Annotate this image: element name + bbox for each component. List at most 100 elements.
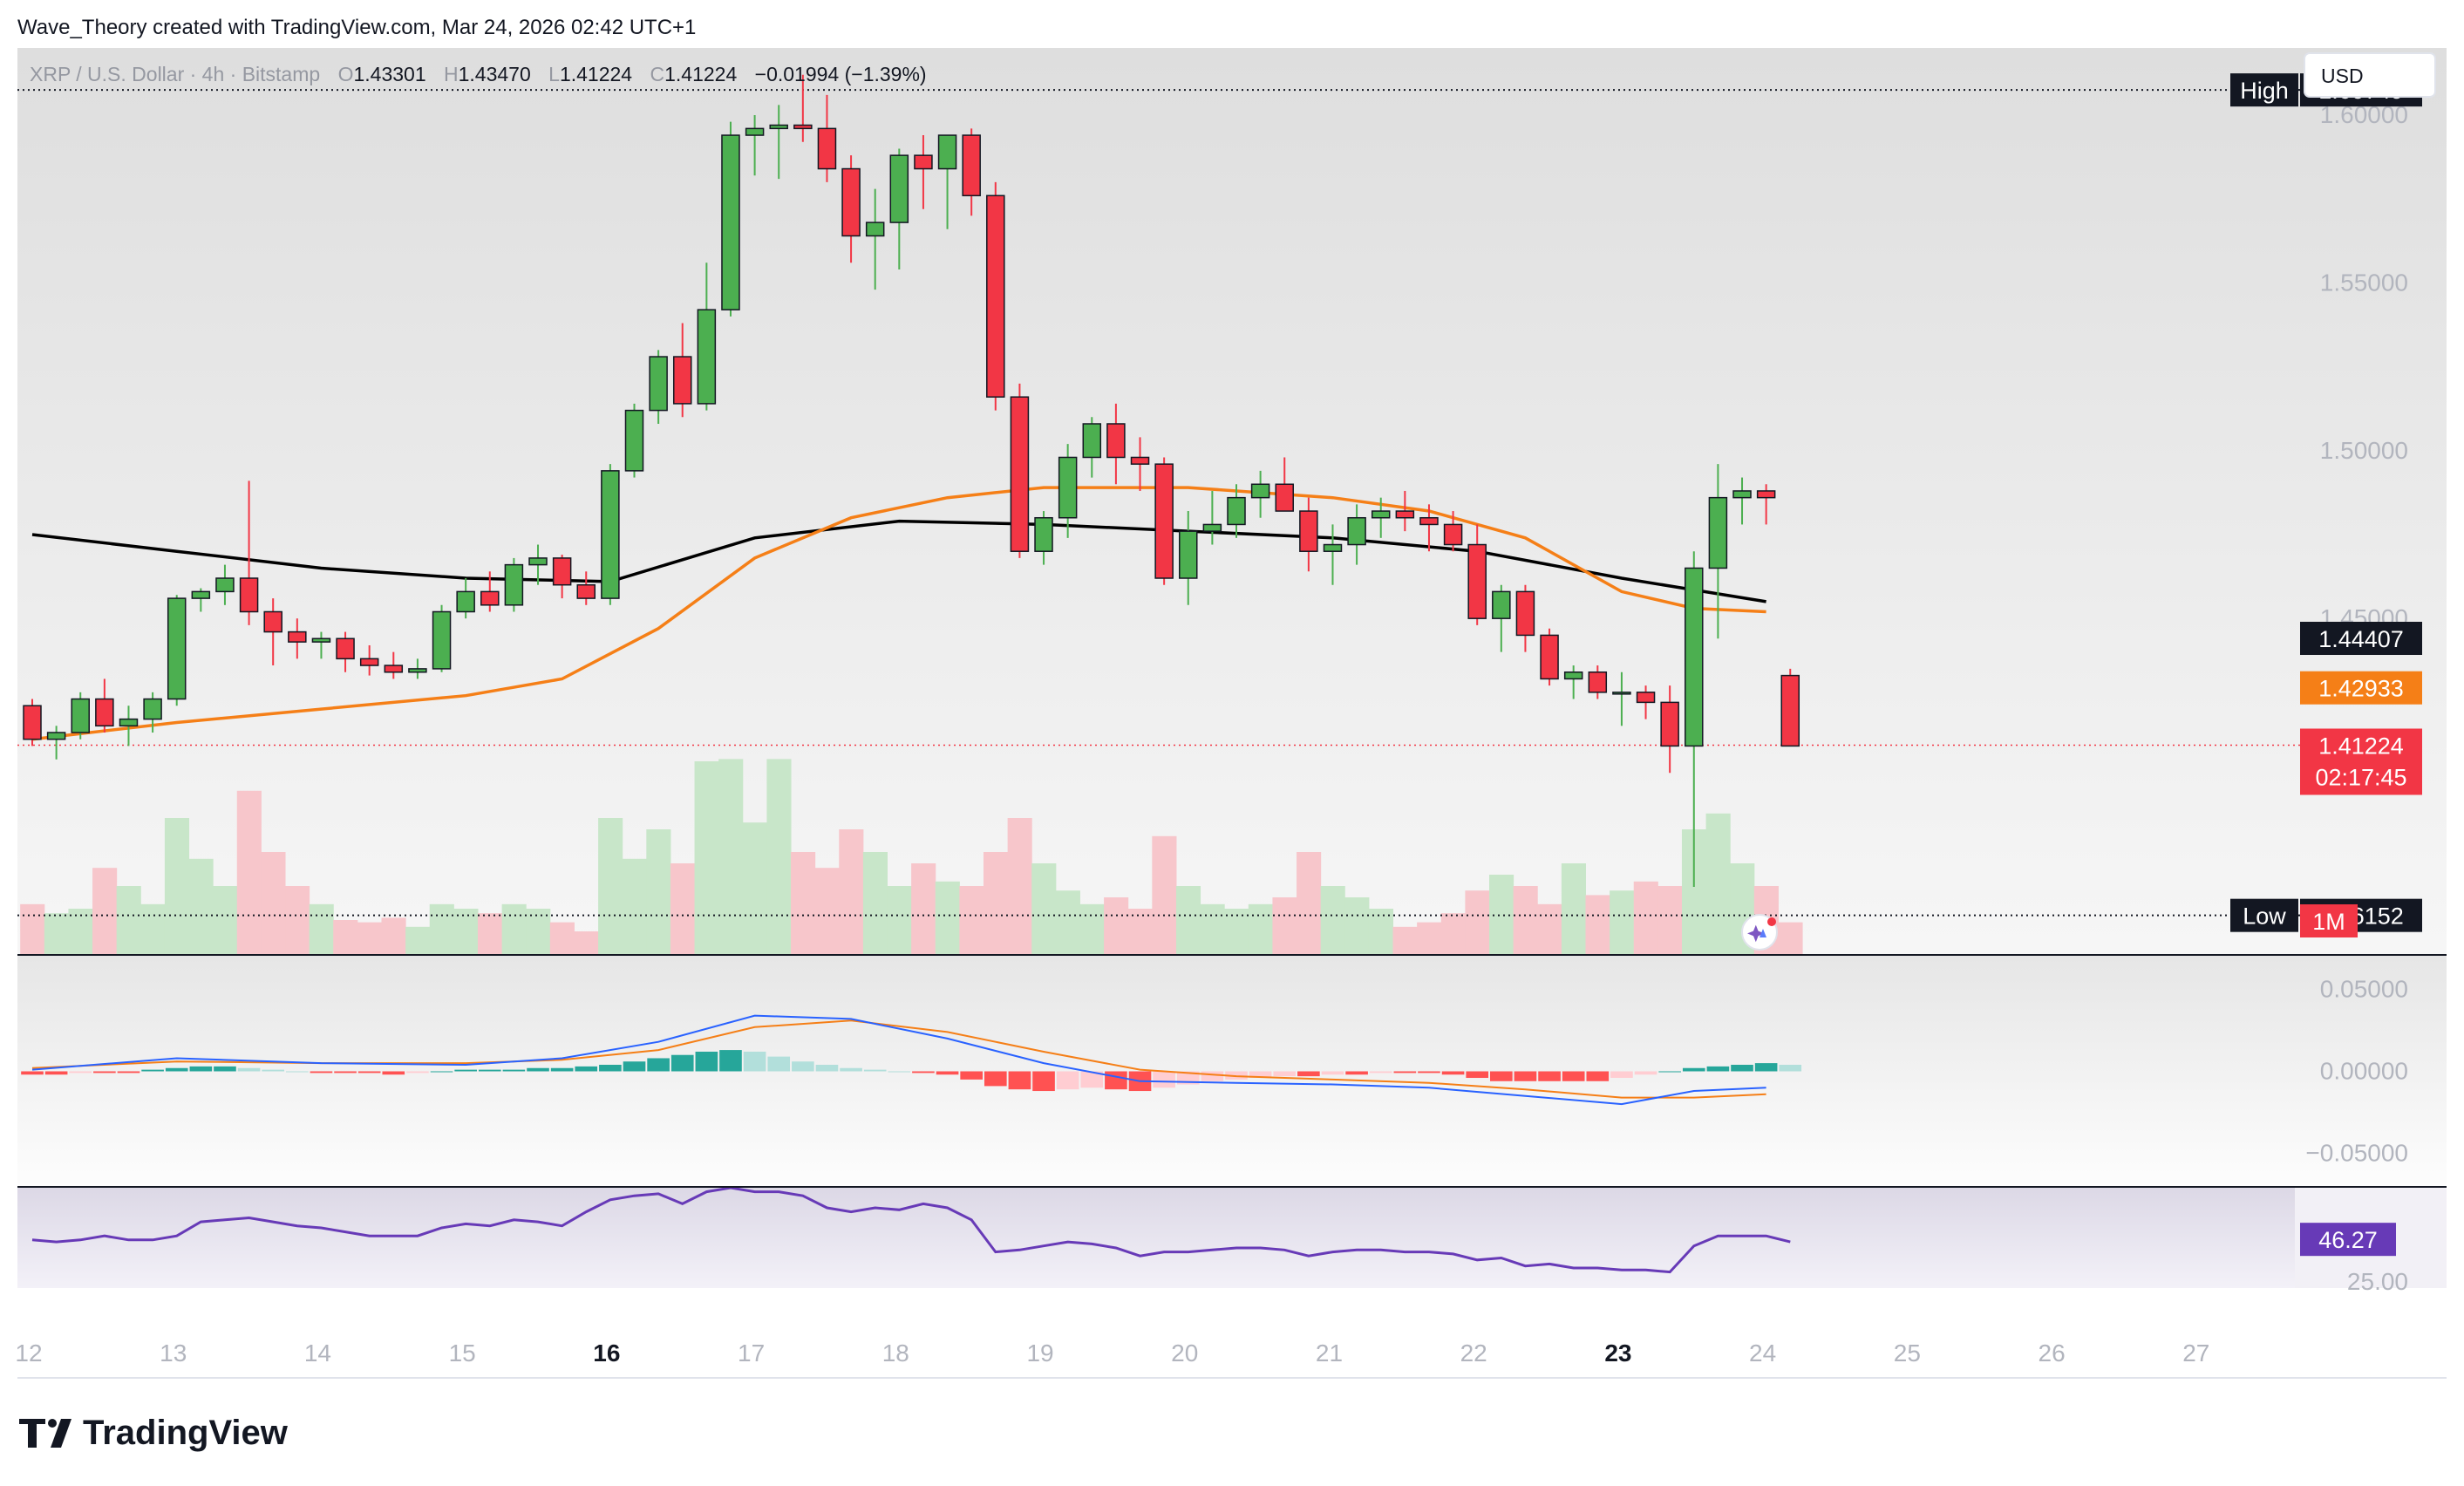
tradingview-logo-icon[interactable]: TradingView: [19, 1414, 289, 1452]
candle[interactable]: [1708, 464, 1728, 639]
candle[interactable]: [1179, 511, 1198, 605]
time-tick-label: 18: [882, 1339, 909, 1367]
candle[interactable]: [1515, 584, 1535, 652]
candle[interactable]: [1612, 671, 1631, 726]
candle[interactable]: [359, 644, 379, 676]
candle[interactable]: [336, 631, 355, 672]
candle[interactable]: [239, 481, 259, 625]
candle-body: [288, 631, 307, 643]
candle[interactable]: [745, 114, 765, 176]
candle[interactable]: [697, 262, 717, 411]
candle-body: [191, 590, 211, 599]
candle[interactable]: [1780, 668, 1800, 747]
candle[interactable]: [1419, 504, 1439, 552]
candle-body: [23, 705, 42, 740]
candle[interactable]: [288, 618, 307, 659]
candle-body: [1660, 701, 1679, 747]
candle[interactable]: [528, 544, 548, 585]
candle[interactable]: [1588, 665, 1608, 699]
candle[interactable]: [1660, 685, 1679, 774]
candle[interactable]: [769, 105, 788, 180]
candlesticks[interactable]: [23, 74, 1800, 888]
candle[interactable]: [841, 155, 861, 263]
candle[interactable]: [1154, 457, 1174, 585]
candle[interactable]: [311, 631, 331, 659]
candle[interactable]: [1010, 383, 1030, 558]
candle[interactable]: [1540, 628, 1559, 686]
candle[interactable]: [672, 323, 692, 418]
candle[interactable]: [1732, 477, 1752, 525]
volume-bar: [935, 881, 960, 954]
macd-histogram-bar: [406, 1071, 429, 1074]
candle-body: [1419, 516, 1439, 526]
candle-body: [95, 698, 114, 727]
candle[interactable]: [167, 595, 187, 706]
candle[interactable]: [1082, 417, 1102, 478]
volume-bar: [839, 829, 864, 954]
candle[interactable]: [1130, 437, 1150, 491]
candle[interactable]: [95, 678, 114, 733]
candle[interactable]: [456, 578, 475, 619]
candle[interactable]: [1371, 497, 1391, 538]
candle[interactable]: [1467, 524, 1487, 625]
candle[interactable]: [793, 74, 813, 142]
candle[interactable]: [504, 557, 524, 612]
candle[interactable]: [1685, 551, 1704, 888]
candle[interactable]: [601, 464, 620, 605]
candle[interactable]: [1492, 584, 1511, 652]
candle[interactable]: [1227, 484, 1246, 538]
candle[interactable]: [962, 128, 981, 216]
candle[interactable]: [1034, 511, 1053, 565]
candle-body: [1371, 510, 1391, 519]
rsi-value-label: 46.27: [2318, 1227, 2378, 1253]
candle[interactable]: [263, 598, 282, 666]
candle[interactable]: [215, 564, 235, 605]
candle[interactable]: [721, 121, 740, 317]
candle[interactable]: [1058, 444, 1078, 538]
candle[interactable]: [480, 571, 500, 612]
candle[interactable]: [1250, 470, 1270, 518]
time-scale[interactable]: 12 13 14 15 16 17 18 19 20 21 22 23 24 25 26 27: [15, 1339, 2209, 1367]
candle[interactable]: [1443, 511, 1463, 552]
sparkle-assistant-icon[interactable]: [1741, 914, 1778, 951]
candle[interactable]: [23, 699, 42, 746]
candle[interactable]: [1275, 457, 1294, 512]
candle[interactable]: [914, 135, 933, 209]
candle[interactable]: [46, 726, 66, 760]
candle[interactable]: [1299, 497, 1318, 572]
interval-badge[interactable]: 1M: [2300, 904, 2358, 937]
candle[interactable]: [986, 181, 1005, 411]
candle[interactable]: [1756, 484, 1776, 525]
candle[interactable]: [1563, 665, 1583, 699]
candle[interactable]: [552, 555, 572, 599]
candle[interactable]: [408, 658, 427, 679]
candle-body: [71, 698, 90, 733]
time-tick-label: 23: [1604, 1339, 1631, 1367]
volume-bar: [1657, 886, 1683, 954]
candle[interactable]: [1106, 403, 1126, 485]
candle[interactable]: [1323, 524, 1343, 585]
candle[interactable]: [889, 148, 909, 269]
symbol-legend[interactable]: XRP / U.S. Dollar · 4h · Bitstamp O1.433…: [30, 63, 927, 85]
volume-bar: [983, 852, 1009, 954]
candle[interactable]: [576, 571, 596, 605]
candle[interactable]: [191, 588, 211, 612]
candle[interactable]: [432, 604, 452, 672]
candle[interactable]: [649, 350, 668, 424]
candle[interactable]: [384, 651, 404, 679]
candle[interactable]: [937, 134, 957, 229]
candle[interactable]: [1347, 504, 1366, 565]
candle[interactable]: [143, 692, 162, 733]
candle[interactable]: [119, 706, 139, 746]
candle[interactable]: [865, 188, 885, 290]
candle[interactable]: [1395, 490, 1415, 532]
candle[interactable]: [817, 94, 837, 182]
candle-body: [1636, 692, 1656, 704]
candle[interactable]: [71, 692, 90, 740]
macd-histogram-bar: [1321, 1071, 1344, 1075]
candle[interactable]: [624, 403, 644, 478]
candle[interactable]: [1202, 490, 1222, 545]
currency-button[interactable]: USD: [2304, 52, 2436, 98]
candle[interactable]: [1636, 685, 1656, 719]
